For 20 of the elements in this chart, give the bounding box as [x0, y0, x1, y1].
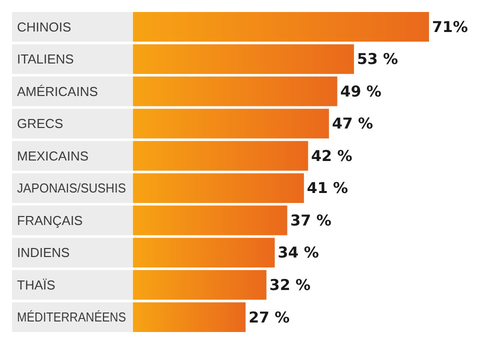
data-label: 47 %	[332, 114, 374, 133]
data-label: 42 %	[311, 146, 352, 165]
data-label: 34 %	[278, 244, 319, 262]
y-tick-label: GRECS	[17, 116, 64, 132]
data-label: 27 %	[248, 308, 290, 326]
y-tick-label: FRANÇAIS	[17, 212, 84, 228]
y-tick-label: INDIENS	[17, 245, 70, 260]
data-label: 49 %	[340, 82, 382, 100]
y-tick-label: THAÏS	[17, 277, 56, 292]
y-tick-label: CHINOIS	[17, 19, 72, 34]
y-tick-label: MEXICAINS	[17, 148, 89, 164]
data-label: 32 %	[269, 276, 311, 294]
y-tick-label: MÉDITERRANÉENS	[17, 310, 138, 325]
y-tick-label: ITALIENS	[17, 52, 74, 67]
data-label: 71%	[432, 18, 468, 36]
data-label: 41 %	[306, 179, 348, 198]
data-label: 37 %	[290, 211, 332, 230]
data-label: 53 %	[356, 50, 398, 68]
y-tick-label: AMÉRICAINS	[17, 84, 98, 99]
y-tick-label: JAPONAIS/SUSHIS	[17, 180, 134, 196]
